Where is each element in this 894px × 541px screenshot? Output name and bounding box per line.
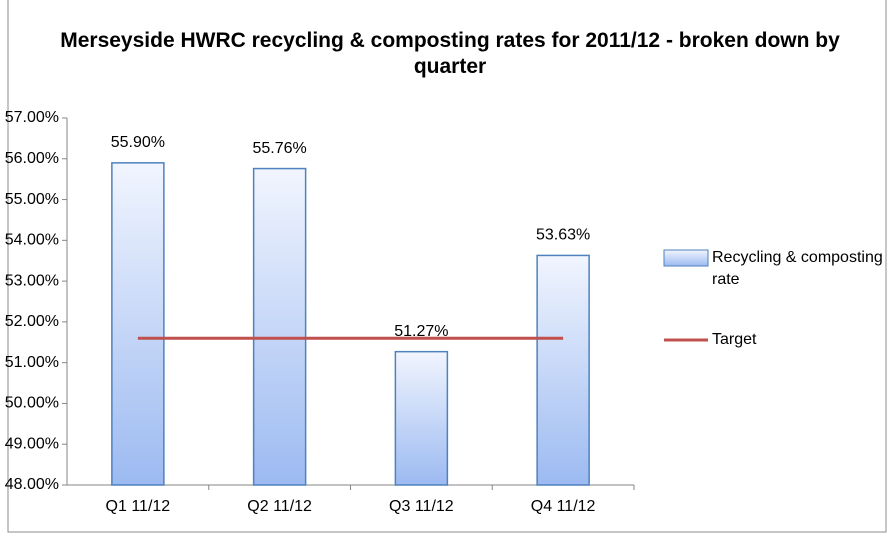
legend-swatch [663, 249, 709, 267]
y-tick-label: 52.00% [5, 313, 59, 330]
x-tick-label: Q3 11/12 [389, 498, 454, 515]
data-label: 55.90% [111, 134, 165, 151]
legend-label: Recycling & composting rate [712, 249, 883, 288]
x-tick-label: Q1 11/12 [106, 498, 171, 515]
y-tick-label: 56.00% [5, 150, 59, 167]
y-tick-label: 53.00% [5, 272, 59, 289]
data-label: 51.27% [394, 323, 448, 340]
bar [111, 162, 165, 486]
y-tick-label: 48.00% [5, 476, 59, 493]
data-label: 55.76% [252, 140, 306, 157]
bar [536, 254, 590, 486]
y-tick-label: 50.00% [5, 395, 59, 412]
y-tick-label: 57.00% [5, 109, 59, 126]
bar [394, 350, 449, 486]
y-tick-label: 55.00% [5, 191, 59, 208]
x-tick-label: Q4 11/12 [531, 498, 596, 515]
chart-title: Merseyside HWRC recycling & composting r… [60, 29, 840, 78]
bar [252, 167, 307, 486]
y-tick-label: 54.00% [5, 232, 59, 249]
y-tick-label: 51.00% [5, 354, 59, 371]
legend-label: Target [712, 331, 757, 348]
x-tick-label: Q2 11/12 [247, 498, 312, 515]
data-label: 53.63% [536, 227, 590, 244]
y-tick-label: 49.00% [5, 435, 59, 452]
